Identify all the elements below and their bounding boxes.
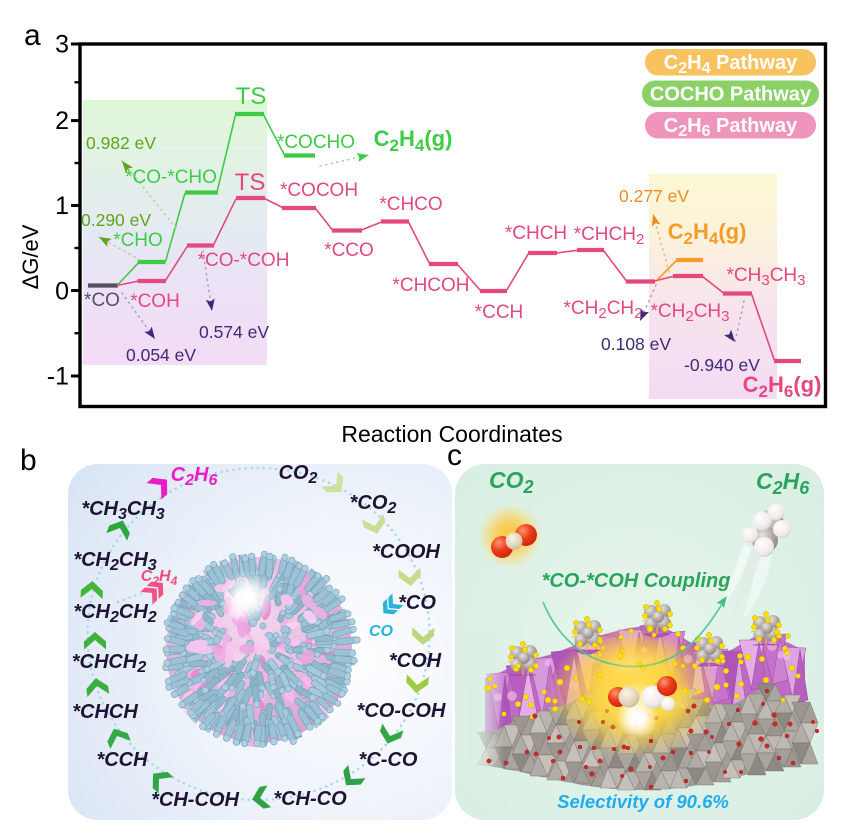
svg-text:*CO: *CO	[84, 290, 120, 311]
svg-text:C2​H4​(g): C2​H4​(g)	[668, 219, 747, 248]
svg-text:C2​H6​ Pathway: C2​H6​ Pathway	[664, 115, 798, 140]
svg-text:*CO-*COH: *CO-*COH	[198, 250, 290, 271]
svg-text:*COOH: *COOH	[372, 541, 440, 563]
svg-text:0.982 eV: 0.982 eV	[86, 133, 156, 153]
svg-text:0: 0	[55, 278, 69, 306]
svg-text:COCHO Pathway: COCHO Pathway	[650, 84, 812, 106]
svg-text:0.108 eV: 0.108 eV	[601, 334, 671, 354]
svg-text:*CHCO: *CHCO	[379, 194, 442, 215]
svg-text:0.290 eV: 0.290 eV	[81, 210, 151, 230]
svg-text:*CO-*COH Coupling: *CO-*COH Coupling	[542, 570, 731, 592]
svg-text:C2​H4​(g): C2​H4​(g)	[374, 126, 453, 155]
svg-text:*CH-CO: *CH-CO	[273, 788, 347, 810]
svg-text:0.574 eV: 0.574 eV	[199, 322, 269, 342]
svg-text:b: b	[20, 444, 37, 477]
svg-text:a: a	[24, 19, 41, 52]
svg-text:*CO-*CHO: *CO-*CHO	[125, 167, 217, 188]
svg-text:-0.940 eV: -0.940 eV	[684, 355, 760, 375]
svg-text:*CO: *CO	[398, 592, 436, 614]
svg-text:*CH-COH: *CH-COH	[151, 789, 239, 811]
svg-text:3: 3	[55, 31, 69, 59]
svg-text:*CHO: *CHO	[113, 230, 163, 251]
svg-text:*CHCH: *CHCH	[505, 223, 567, 244]
svg-text:*CHCOH: *CHCOH	[392, 275, 469, 296]
svg-text:c: c	[447, 439, 462, 472]
svg-text:*CCO: *CCO	[324, 240, 374, 261]
svg-text:Reaction Coordinates: Reaction Coordinates	[341, 421, 562, 447]
svg-text:C2​H4​ Pathway: C2​H4​ Pathway	[664, 52, 798, 77]
svg-text:*COCHO: *COCHO	[277, 132, 355, 153]
svg-text:0.277 eV: 0.277 eV	[619, 186, 689, 206]
svg-text:*CHCH: *CHCH	[72, 701, 138, 723]
svg-text:1: 1	[55, 192, 69, 220]
svg-text:C2​H4​: C2​H4​	[141, 568, 178, 588]
svg-text:*COH: *COH	[389, 650, 442, 672]
svg-text:TS: TS	[235, 169, 266, 196]
svg-text:0.054 eV: 0.054 eV	[126, 345, 196, 365]
svg-text:*C-CO: *C-CO	[359, 749, 418, 771]
svg-text:*COH: *COH	[130, 291, 180, 312]
svg-text:*CHCH2​: *CHCH2​	[574, 224, 645, 248]
svg-text:*CCH: *CCH	[96, 749, 148, 771]
svg-text:ΔG/eV: ΔG/eV	[18, 224, 43, 289]
svg-text:-1: -1	[47, 363, 69, 391]
svg-text:C2​H6​(g): C2​H6​(g)	[743, 372, 822, 401]
svg-text:*CO-COH: *CO-COH	[357, 700, 446, 722]
svg-text:*CCH: *CCH	[475, 302, 524, 323]
svg-text:Selectivity of 90.6%: Selectivity of 90.6%	[557, 791, 729, 812]
svg-text:*CHCH2​: *CHCH2​	[72, 651, 147, 676]
svg-text:*COCOH: *COCOH	[280, 180, 358, 201]
svg-text:2: 2	[55, 107, 69, 135]
svg-text:CO: CO	[369, 623, 394, 640]
svg-text:TS: TS	[236, 83, 267, 110]
